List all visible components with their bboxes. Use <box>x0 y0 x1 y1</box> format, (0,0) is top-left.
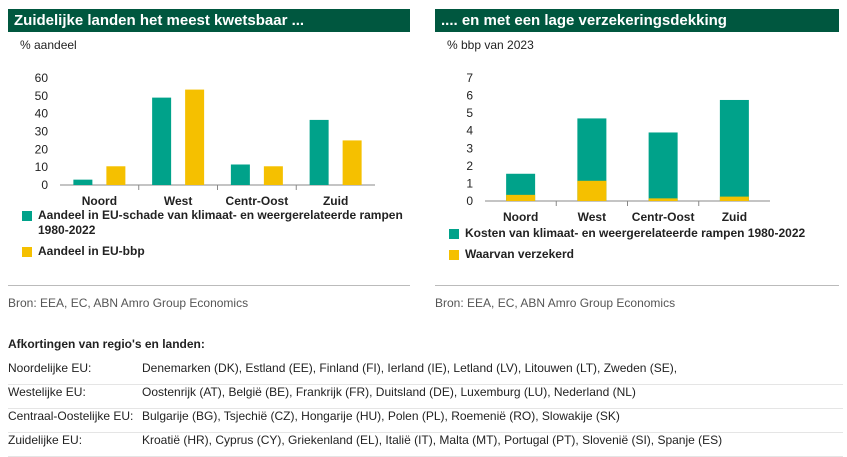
legend-item: Aandeel in EU-bbp <box>22 244 428 259</box>
region-name: Westelijke EU: <box>8 385 86 399</box>
right-chart-unit: % bbp van 2023 <box>447 38 534 52</box>
legend-label: Aandeel in EU-schade van klimaat- en wee… <box>38 208 403 237</box>
abbreviation-row: Westelijke EU: Oostenrijk (AT), België (… <box>8 385 843 409</box>
region-name: Centraal-Oostelijke EU: <box>8 409 134 423</box>
region-countries: Denemarken (DK), Estland (EE), Finland (… <box>142 361 678 375</box>
right-chart-panel: .... en met een lage verzekeringsdekking… <box>435 9 839 226</box>
right-chart-title: .... en met een lage verzekeringsdekking <box>435 9 839 32</box>
x-category-label: Noord <box>82 194 117 208</box>
abbreviation-row: Centraal-Oostelijke EU: Bulgarije (BG), … <box>8 409 843 433</box>
y-tick-label: 40 <box>35 107 49 121</box>
left-chart-panel: Zuidelijke landen het meest kwetsbaar ..… <box>8 9 410 208</box>
bar-centr-oost-insured <box>648 198 678 201</box>
bar-centr-oost-total <box>648 132 678 201</box>
abbreviation-row: Zuidelijke EU: Kroatië (HR), Cyprus (CY)… <box>8 433 843 457</box>
x-category-label: Zuid <box>722 210 747 224</box>
y-tick-label: 50 <box>35 89 49 103</box>
bar-west-series2 <box>185 89 205 185</box>
bar-zuid-total <box>719 99 749 201</box>
legend-item: Aandeel in EU-schade van klimaat- en wee… <box>22 208 428 238</box>
region-countries: Kroatië (HR), Cyprus (CY), Griekenland (… <box>142 433 723 447</box>
legend-item: Kosten van klimaat- en weergerelateerde … <box>449 226 805 241</box>
bar-zuid-insured <box>719 196 749 201</box>
left-chart-unit: % aandeel <box>20 38 77 52</box>
right-source-note: Bron: EEA, EC, ABN Amro Group Economics <box>435 285 839 310</box>
y-tick-label: 10 <box>35 160 49 174</box>
bar-west-insured <box>577 180 607 201</box>
right-chart-legend: Kosten van klimaat- en weergerelateerde … <box>449 226 805 268</box>
bar-noord-insured <box>506 194 536 201</box>
legend-label: Waarvan verzekerd <box>465 247 574 261</box>
x-category-label: West <box>578 210 606 224</box>
x-category-label: Centr-Oost <box>226 194 289 208</box>
x-category-label: Centr-Oost <box>632 210 695 224</box>
legend-swatch <box>449 229 459 239</box>
y-tick-label: 1 <box>466 176 473 190</box>
left-source-note: Bron: EEA, EC, ABN Amro Group Economics <box>8 285 410 310</box>
abbreviations-heading: Afkortingen van regio's en landen: <box>8 337 205 351</box>
bar-west-series1 <box>152 97 172 185</box>
y-tick-label: 6 <box>466 89 473 103</box>
region-name: Zuidelijke EU: <box>8 433 83 447</box>
y-tick-label: 7 <box>466 71 473 85</box>
legend-label: Aandeel in EU-bbp <box>38 244 145 258</box>
left-chart-legend: Aandeel in EU-schade van klimaat- en wee… <box>22 208 428 265</box>
y-tick-label: 60 <box>35 71 49 85</box>
x-category-label: West <box>164 194 192 208</box>
y-tick-label: 4 <box>466 124 473 138</box>
abbreviation-row: Noordelijke EU: Denemarken (DK), Estland… <box>8 361 843 385</box>
y-tick-label: 0 <box>41 178 48 192</box>
left-bar-chart: 0 10 20 30 40 50 60 Noord West Centr-Oost Zuid <box>35 71 375 208</box>
bar-noord-series1 <box>73 179 93 185</box>
abbreviations-section: Afkortingen van regio's en landen: Noord… <box>8 337 843 457</box>
y-tick-label: 30 <box>35 125 49 139</box>
legend-swatch <box>449 250 459 260</box>
legend-label: Kosten van klimaat- en weergerelateerde … <box>465 226 806 240</box>
legend-swatch <box>22 247 32 257</box>
region-countries: Bulgarije (BG), Tsjechië (CZ), Hongarije… <box>142 409 620 423</box>
y-tick-label: 2 <box>466 159 473 173</box>
region-name: Noordelijke EU: <box>8 361 92 375</box>
x-category-label: Noord <box>503 210 538 224</box>
bar-centr-oost-series1 <box>230 164 250 185</box>
bar-centr-oost-series2 <box>263 166 283 185</box>
right-stacked-bar-chart: 0 1 2 3 4 5 6 7 Noord West Centr-Oost Zuid <box>466 71 770 224</box>
y-tick-label: 5 <box>466 106 473 120</box>
y-tick-label: 20 <box>35 142 49 156</box>
y-tick-label: 0 <box>466 194 473 208</box>
bar-zuid-series2 <box>342 140 362 185</box>
region-countries: Oostenrijk (AT), België (BE), Frankrijk … <box>142 385 636 399</box>
bar-noord-series2 <box>106 166 126 185</box>
left-chart-title: Zuidelijke landen het meest kwetsbaar ..… <box>8 9 410 32</box>
legend-swatch <box>22 211 32 221</box>
x-category-label: Zuid <box>323 194 348 208</box>
bar-zuid-series1 <box>309 119 329 185</box>
y-tick-label: 3 <box>466 141 473 155</box>
legend-item: Waarvan verzekerd <box>449 247 805 262</box>
